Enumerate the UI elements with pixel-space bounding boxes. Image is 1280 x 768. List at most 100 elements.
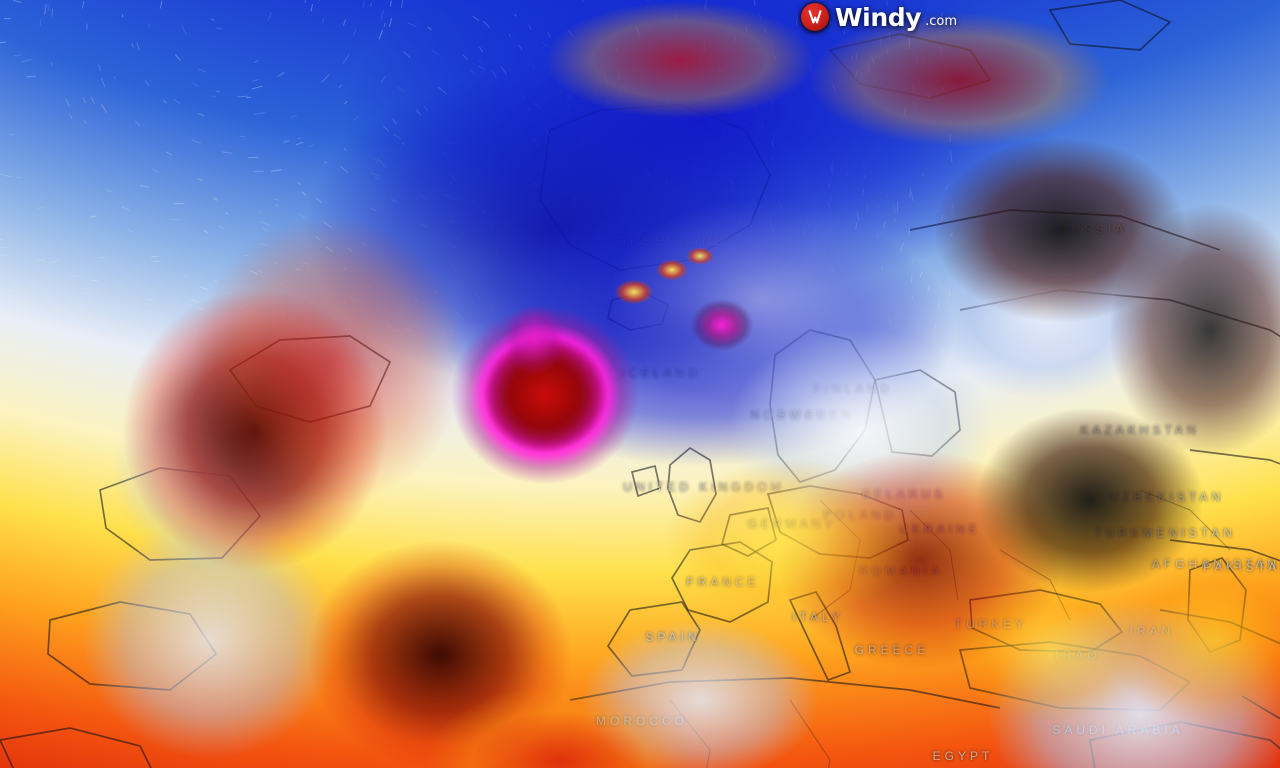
wind-particle [26, 75, 37, 78]
wind-particle [3, 18, 11, 20]
wind-particle [16, 176, 23, 179]
wind-particle [69, 114, 73, 120]
wind-particle [211, 95, 217, 98]
wind-particle [36, 259, 46, 261]
windy-brand-name: Windy [835, 2, 922, 32]
wind-particle [40, 261, 47, 265]
greenland-hotspot-1 [612, 278, 656, 306]
wind-particle [191, 82, 199, 87]
wind-particle [131, 42, 134, 49]
wind-particle [47, 3, 51, 12]
wind-particle [65, 98, 70, 108]
wind-particle [13, 0, 23, 4]
wind-particle [100, 77, 106, 88]
wind-particle [120, 205, 130, 211]
wind-particle [246, 96, 252, 98]
wind-particle [98, 256, 104, 259]
wind-particle [50, 259, 61, 264]
wind-particle [152, 168, 159, 173]
windy-brand-suffix: .com [925, 14, 958, 29]
greenland-hotspot-3 [684, 246, 716, 266]
wind-particle [85, 23, 88, 30]
wind-particle [47, 283, 55, 287]
wind-particle [162, 99, 168, 104]
wind-particle [240, 136, 245, 138]
wind-particle [88, 341, 100, 344]
wind-particle [127, 228, 133, 233]
wind-particle [151, 260, 161, 262]
wind-particle [0, 246, 9, 248]
wind-particle [113, 75, 116, 79]
wind-particle [6, 290, 14, 292]
wind-particle [82, 118, 86, 124]
wind-particle [182, 25, 188, 36]
wind-particle [0, 173, 11, 178]
wind-particle [174, 54, 181, 61]
wind-particle [310, 3, 313, 12]
wind-particle [250, 79, 260, 83]
wind-particle [254, 112, 266, 116]
wind-particle [91, 357, 99, 360]
wind-particle [9, 133, 15, 136]
wind-particle [0, 41, 7, 44]
wind-particle [252, 170, 264, 173]
wind-particle [81, 0, 85, 9]
wind-particle [4, 350, 10, 353]
wind-particle [139, 185, 149, 189]
wind-particle [203, 229, 209, 234]
wind-particle [84, 329, 89, 332]
wind-particle [15, 374, 26, 378]
wind-particle [15, 346, 26, 351]
wind-particle [61, 368, 65, 370]
wind-particle [89, 215, 98, 218]
wind-particle [304, 0, 307, 3]
wind-particle [43, 3, 47, 15]
wind-particle [112, 303, 120, 308]
greenland-hotspot-2 [654, 258, 690, 282]
wind-particle [81, 308, 87, 312]
wind-particle [198, 68, 206, 73]
wind-particle [191, 138, 202, 144]
wind-particle [66, 325, 73, 328]
central-europe-warm [640, 445, 940, 635]
wind-particle [247, 156, 259, 158]
wind-particle [174, 203, 185, 205]
wind-particle [51, 62, 53, 67]
cyclone-spiral-arm [500, 300, 568, 380]
wind-particle [122, 13, 124, 17]
wind-particle [144, 81, 150, 87]
wind-particle [39, 18, 42, 26]
wind-particle [219, 225, 225, 229]
wind-particle [160, 0, 163, 9]
windy-logo[interactable]: Windy .com [801, 3, 957, 31]
wind-particle [173, 98, 181, 104]
wind-particle [22, 58, 33, 63]
wind-particle [214, 90, 221, 93]
wind-particle [91, 279, 98, 281]
wind-particle [224, 212, 229, 216]
wind-particle [196, 178, 204, 182]
wind-particle [267, 11, 272, 21]
wind-particle [253, 59, 259, 63]
wind-particle [0, 288, 2, 290]
wind-particle [196, 113, 205, 117]
wind-particle [90, 96, 95, 105]
wind-particle [181, 274, 189, 277]
wind-particle [222, 150, 234, 154]
wind-particle [54, 357, 59, 360]
wind-particle [68, 275, 79, 279]
wind-particle [166, 155, 172, 159]
wind-particle [144, 302, 153, 306]
siberia-offscale [1090, 180, 1280, 480]
wind-particle [101, 319, 109, 321]
wind-particle [0, 238, 4, 241]
wind-particle [170, 218, 181, 221]
wind-particle [81, 292, 90, 295]
windy-logo-icon [801, 3, 829, 31]
wind-particle [318, 0, 321, 1]
wind-particle [210, 17, 215, 21]
wind-particle [216, 27, 224, 30]
